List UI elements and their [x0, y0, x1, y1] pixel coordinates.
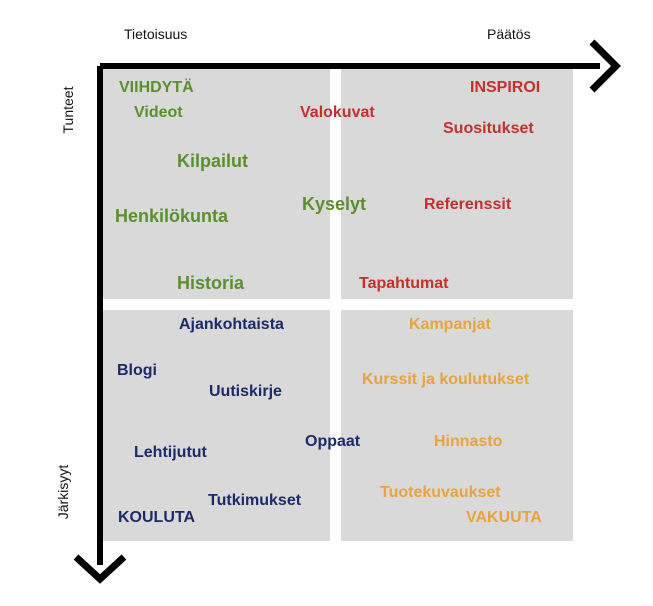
- item-suositukset: Suositukset: [443, 120, 534, 137]
- quadrant-title-inspiroi: INSPIROI: [470, 79, 541, 96]
- axis-label-jarkisyyt: Järkisyyt: [55, 464, 71, 520]
- item-henkilokunta: Henkilökunta: [115, 206, 229, 226]
- quadrant-title-vakuuta: VAKUUTA: [466, 509, 542, 526]
- axis-label-paatos: Päätös: [487, 26, 531, 42]
- item-hinnasto: Hinnasto: [434, 433, 503, 450]
- item-kurssit-ja-koulutukset: Kurssit ja koulutukset: [362, 371, 530, 388]
- axis-label-tunteet: Tunteet: [60, 86, 76, 134]
- quadrant-title-viihdyta: VIIHDYTÄ: [119, 79, 194, 96]
- item-tapahtumat: Tapahtumat: [359, 275, 449, 292]
- item-kyselyt: Kyselyt: [302, 194, 367, 214]
- item-videot: Videot: [134, 104, 183, 121]
- vertical-axis-arrowhead: [73, 554, 127, 584]
- item-ajankohtaista: Ajankohtaista: [179, 316, 284, 333]
- horizontal-axis-arrowhead: [589, 39, 621, 93]
- item-uutiskirje: Uutiskirje: [209, 383, 282, 400]
- item-lehtijutut: Lehtijutut: [134, 444, 207, 461]
- item-kilpailut: Kilpailut: [177, 151, 248, 171]
- item-kampanjat: Kampanjat: [409, 316, 491, 333]
- quadrant-bottom-left: [100, 310, 330, 541]
- item-referenssit: Referenssit: [424, 196, 512, 213]
- quadrant-bottom-right: [341, 310, 573, 541]
- quadrant-top-left: [100, 66, 330, 299]
- quadrant-title-kouluta: KOULUTA: [118, 509, 196, 526]
- item-historia: Historia: [177, 273, 245, 293]
- axis-label-tietoisuus: Tietoisuus: [124, 26, 188, 42]
- item-oppaat: Oppaat: [305, 433, 361, 450]
- item-blogi: Blogi: [117, 362, 157, 379]
- quadrant-top-right: [341, 66, 573, 299]
- item-tutkimukset: Tutkimukset: [208, 492, 302, 509]
- item-tuotekuvaukset: Tuotekuvaukset: [380, 484, 501, 501]
- item-valokuvat: Valokuvat: [300, 104, 375, 121]
